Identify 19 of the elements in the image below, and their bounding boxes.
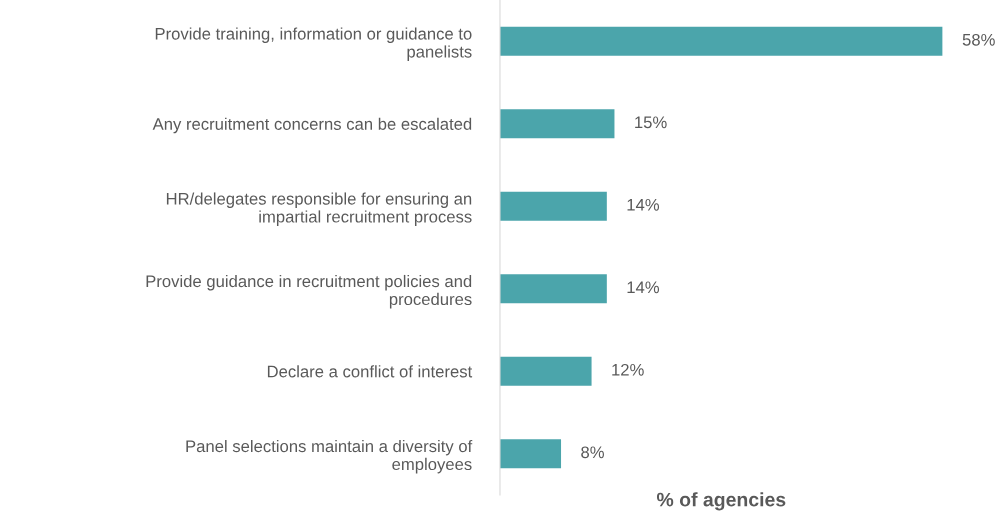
data-label: 12% [612,363,644,376]
bar [499,356,592,386]
data-label: 8% [581,446,604,459]
y-tick-label: Provide guidance in recruitment policies and procedures [146,274,472,309]
y-tick-label: Provide training, information or guidance to panelists [155,27,472,61]
y-tick-label: Declare a conflict of interest [267,365,473,378]
bar [499,439,562,469]
bar [499,274,607,304]
data-label: 15% [635,116,667,129]
data-label: 14% [627,281,660,294]
y-tick-label: Panel selections maintain a diversity of employees [186,439,473,474]
data-label: 58% [962,33,995,46]
bar [499,191,607,221]
y-tick-label: Any recruitment concerns can be escalated [152,117,472,134]
data-label: 14% [627,198,660,211]
y-tick-label: HR/delegates responsible for ensuring an impartial recruitment process [166,192,472,226]
bar [499,109,615,139]
bar [499,26,943,56]
x-axis-title: % of agencies [656,492,786,511]
